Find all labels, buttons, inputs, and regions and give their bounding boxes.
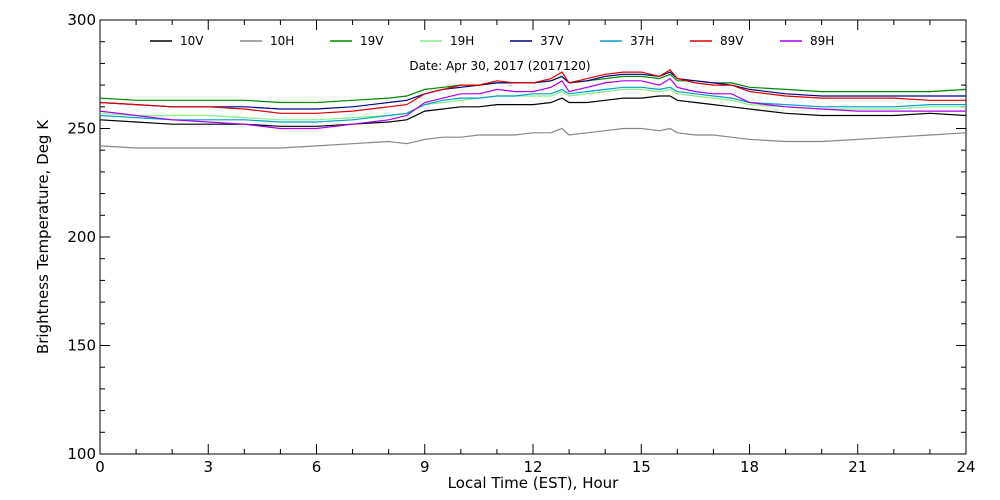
plot-frame (99, 19, 967, 455)
legend-label-37v: 37V (540, 34, 564, 48)
x-tick-label: 15 (632, 458, 651, 476)
x-tick-label: 12 (523, 458, 542, 476)
y-tick-label: 200 (67, 228, 96, 246)
series-line-19h (99, 88, 966, 121)
y-axis-label: Brightness Temperature, Deg K (34, 119, 52, 354)
series-lines (99, 69, 967, 149)
legend: 10V 10H 19V 19H 37V 37H 89V 89H (150, 34, 834, 48)
y-tick-label: 150 (67, 337, 96, 355)
legend-label-89v: 89V (720, 34, 744, 48)
y-tick-label: 100 (67, 445, 96, 463)
axis-ticks: 0 3 6 9 12 15 18 21 24 100 150 200 250 300 (67, 11, 975, 476)
legend-label-89h: 89H (810, 34, 834, 48)
x-tick-label: 9 (420, 458, 430, 476)
series-line-37v (99, 71, 966, 110)
series-line-89v (99, 69, 966, 114)
x-tick-label: 18 (740, 458, 759, 476)
legend-label-10h: 10H (270, 34, 294, 48)
y-tick-label: 250 (67, 120, 96, 138)
x-tick-label: 24 (956, 458, 975, 476)
legend-label-10v: 10V (180, 34, 204, 48)
x-axis-label: Local Time (EST), Hour (448, 474, 619, 492)
x-tick-label: 0 (95, 458, 105, 476)
legend-label-19h: 19H (450, 34, 474, 48)
series-line-89h (99, 77, 966, 130)
x-tick-label: 21 (848, 458, 867, 476)
x-tick-label: 6 (312, 458, 322, 476)
date-annotation: Date: Apr 30, 2017 (2017120) (409, 59, 590, 73)
series-line-10v (99, 95, 967, 127)
series-line-10h (99, 127, 967, 149)
legend-label-19v: 19V (360, 34, 384, 48)
x-tick-label: 3 (203, 458, 213, 476)
legend-label-37h: 37H (630, 34, 654, 48)
y-tick-label: 300 (67, 11, 96, 29)
